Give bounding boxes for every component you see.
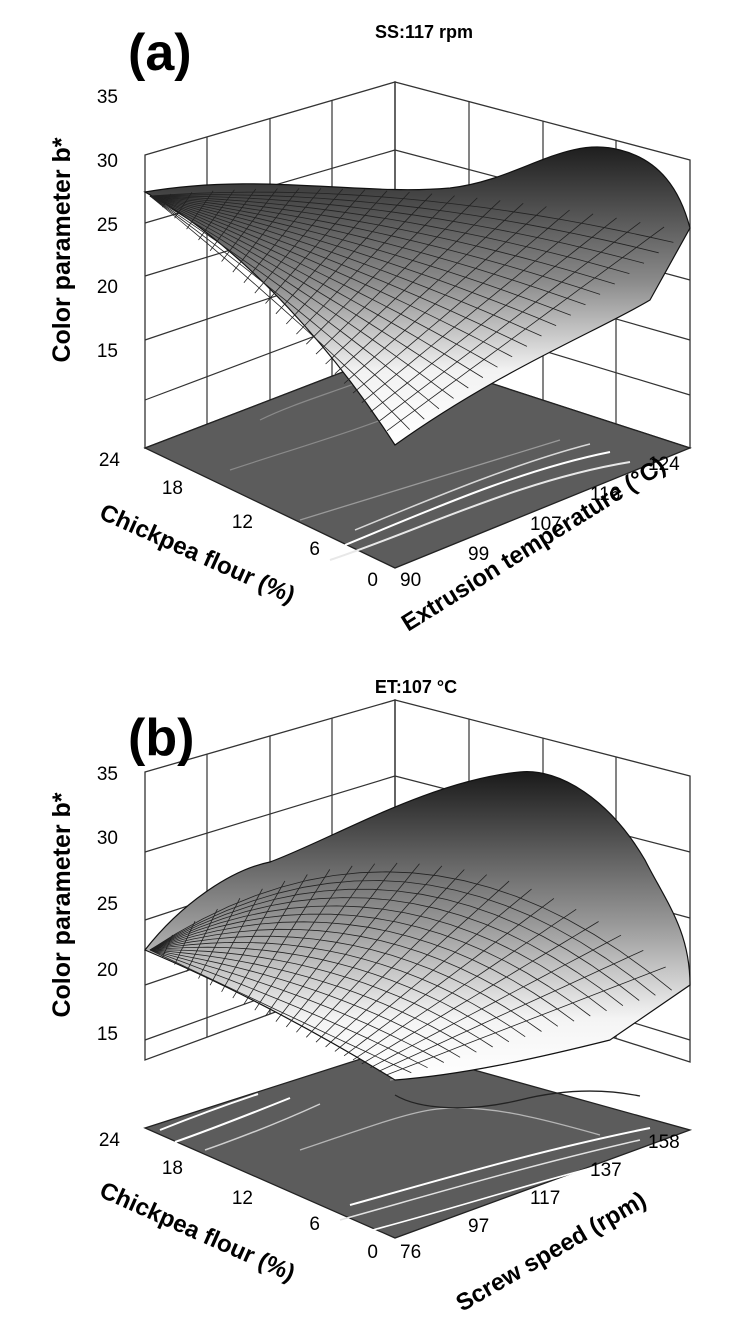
panel-a-label: (a)	[128, 24, 192, 82]
panel-b-mesh-line-27	[149, 905, 607, 1012]
panel-b-mesh-line-26	[149, 897, 624, 1007]
panel-a-mesh-line-32	[149, 195, 542, 337]
panel-a-mesh-line-27	[149, 195, 615, 285]
panel-a-xtick-18: 18	[162, 478, 183, 499]
panel-b-xtick-6: 6	[309, 1214, 320, 1235]
panel-b-contour-1	[159, 1093, 259, 1131]
panel-b-title: ET:107 °C	[375, 677, 457, 697]
panel-a-mesh-line-34	[149, 195, 513, 358]
panel-a-mesh-line-40	[149, 195, 425, 420]
panel-a-contour-1	[329, 461, 631, 561]
panel-a-ztick-30: 30	[97, 151, 118, 172]
panel-b-floor	[143, 1047, 693, 1239]
panel-b-ytick-76: 76	[400, 1242, 421, 1263]
panel-b-ztick-25: 25	[97, 894, 118, 915]
panel-b-mesh-line-30	[149, 928, 559, 1027]
panel-a-xtick-0: 0	[367, 570, 378, 591]
panel-a-ytick-90: 90	[400, 570, 421, 591]
panel-a-xtick-12: 12	[232, 512, 253, 533]
panel-a-ytick-116: 116	[590, 484, 620, 505]
panel-b-ztick-35: 35	[97, 764, 118, 785]
panel-a-title: SS:117 rpm	[375, 22, 473, 42]
panel-b-surface	[144, 771, 691, 1081]
panel-b-mesh-line-33	[149, 946, 510, 1043]
panel-a-ztick-20: 20	[97, 277, 118, 298]
panel-b-surface-fill	[144, 771, 691, 1081]
panel-a-mesh-line-30	[149, 195, 571, 316]
panel-b-contour-8	[339, 1139, 641, 1221]
panel-b-contour-9	[364, 1149, 661, 1233]
panel-a-mesh-line-31	[149, 195, 557, 326]
panel-b-xtick-12: 12	[232, 1188, 253, 1209]
panel-a-mesh-line-25	[150, 195, 645, 264]
panel-a-ztick-15: 15	[97, 341, 118, 362]
panel-a-floor-plane	[143, 351, 692, 569]
panel-b-mesh-line-28	[149, 913, 591, 1017]
panel-b-ytick-137: 137	[590, 1160, 622, 1181]
panel-a-mesh-line-33	[149, 195, 528, 347]
panel-a-mesh	[149, 188, 674, 432]
panel-b-mesh-line-36	[149, 949, 461, 1058]
panel-b-mesh-line-39	[149, 949, 412, 1074]
panel-b-label: (b)	[128, 709, 194, 767]
panel-a-xlabel: Chickpea flour (%)	[96, 499, 299, 609]
panel-a-contour-4	[299, 439, 561, 521]
panel-a-mesh-line-29	[149, 195, 586, 306]
panel-a-ytick-124: 124	[648, 454, 680, 475]
panel-a-ztick-25: 25	[97, 215, 118, 236]
panel-a-ytick-107: 107	[530, 514, 562, 535]
panel-b-ztick-15: 15	[97, 1024, 118, 1045]
panel-b-mesh-line-23	[149, 871, 672, 991]
panel-a-ztick-35: 35	[97, 87, 118, 108]
panel-a-mesh-line-26	[149, 195, 630, 274]
panel-a-contour-3	[354, 443, 591, 531]
panel-a-ytick-99: 99	[468, 544, 489, 565]
panel-b-contour-6	[394, 1090, 641, 1109]
panel-a: (a) SS:117 rpm Color parameter b* 35 30 …	[48, 22, 692, 637]
panel-b-mesh-line-35	[149, 949, 477, 1053]
panel-b-mesh	[149, 862, 672, 1076]
panel-a-mesh-line-35	[149, 195, 498, 368]
panel-b: (b) ET:107 °C Color parameter b* 35 30 2…	[48, 677, 693, 1317]
panel-a-zlabel: Color parameter b*	[48, 137, 76, 362]
panel-b-mesh-line-37	[149, 949, 444, 1063]
panel-b-mesh-line-25	[149, 888, 640, 1001]
panel-a-mesh-line-36	[149, 195, 484, 378]
panel-a-surface	[143, 146, 691, 446]
panel-b-ytick-97: 97	[468, 1216, 489, 1237]
panel-b-zlabel: Color parameter b*	[48, 792, 76, 1017]
panel-b-mesh-line-38	[149, 949, 428, 1069]
panel-b-contour-7	[349, 1127, 651, 1206]
panel-b-ztick-20: 20	[97, 960, 118, 981]
panel-a-xtick-6: 6	[309, 539, 320, 560]
panel-a-mesh-line-38	[149, 195, 454, 399]
panel-b-xtick-24: 24	[99, 1130, 121, 1151]
panel-a-mesh-line-28	[149, 195, 601, 295]
panel-a-mesh-line-39	[149, 195, 440, 410]
panel-b-mesh-line-29	[149, 921, 575, 1022]
panel-b-contour-2	[174, 1097, 291, 1143]
panel-b-mesh-line-31	[149, 935, 542, 1032]
panel-b-ztick-30: 30	[97, 828, 118, 849]
panel-b-ytick-117: 117	[530, 1188, 560, 1209]
panel-b-mesh-line-32	[149, 941, 526, 1038]
panel-b-floor-plane	[143, 1047, 693, 1239]
panel-b-mesh-line-34	[149, 949, 493, 1048]
panel-a-mesh-line-24	[149, 194, 659, 254]
panel-b-xtick-18: 18	[162, 1158, 183, 1179]
panel-b-mesh-line-24	[149, 880, 656, 996]
panel-a-mesh-line-41	[149, 195, 410, 430]
panel-a-contour-2	[344, 451, 611, 546]
panel-b-ytick-158: 158	[648, 1132, 680, 1153]
panel-b-contour-4	[299, 1107, 601, 1151]
panel-b-xtick-0: 0	[367, 1242, 378, 1263]
panel-b-xlabel: Chickpea flour (%)	[96, 1177, 299, 1287]
panel-a-xtick-24: 24	[99, 450, 121, 471]
panel-b-contour-3	[204, 1103, 321, 1151]
panel-a-mesh-line-23	[149, 191, 674, 243]
panel-a-mesh-line-37	[149, 195, 469, 389]
